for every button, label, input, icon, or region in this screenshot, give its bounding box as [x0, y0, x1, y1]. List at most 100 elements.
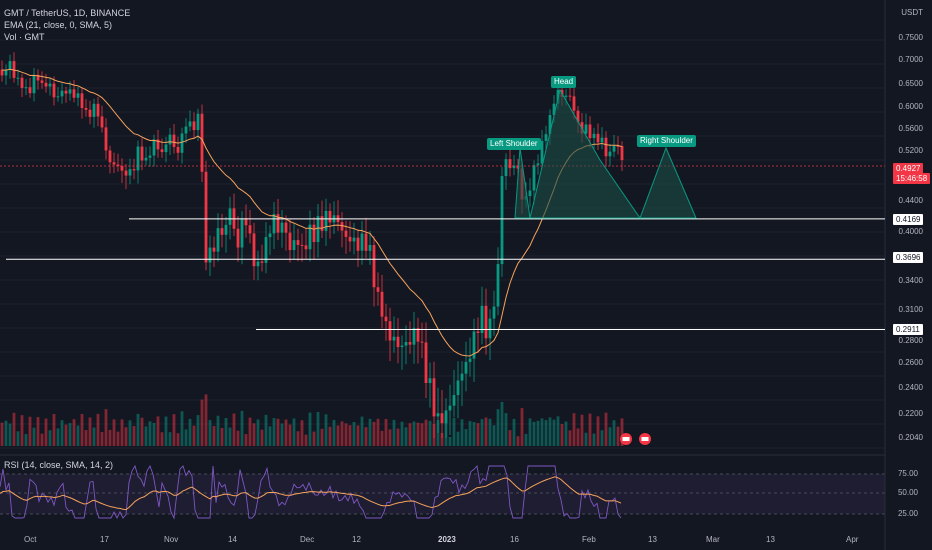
candle-body: [360, 233, 364, 251]
volume-bar: [560, 424, 564, 446]
volume-bar: [292, 418, 296, 446]
volume-bar: [396, 428, 400, 446]
volume-bar: [168, 432, 172, 446]
candle-body: [268, 233, 272, 238]
rsi-tick-label: 75.00: [897, 469, 918, 478]
candle-body: [544, 134, 548, 141]
volume-bar: [584, 432, 588, 446]
volume-bar: [0, 422, 4, 446]
currency-label: USDT: [901, 8, 923, 17]
candle-body: [404, 342, 408, 346]
time-tick-label: Dec: [300, 535, 315, 544]
candle-body: [572, 96, 576, 111]
candle-body: [96, 103, 100, 117]
volume-bar: [56, 428, 60, 446]
volume-bar: [232, 413, 236, 446]
candle-body: [28, 87, 32, 94]
candle-body: [172, 134, 176, 147]
ema-legend[interactable]: EMA (21, close, 0, SMA, 5): [4, 20, 113, 30]
price-tick-label: 0.5600: [898, 124, 923, 133]
volume-bar: [72, 419, 76, 446]
volume-bar: [540, 418, 544, 446]
volume-bar: [300, 420, 304, 446]
volume-bar: [356, 425, 360, 446]
head-shoulders-pattern: [514, 88, 697, 220]
candle-body: [512, 165, 516, 169]
candle-body: [280, 222, 284, 233]
volume-bar: [364, 427, 368, 446]
volume-legend[interactable]: Vol · GMT: [4, 32, 45, 42]
candle-body: [492, 306, 496, 319]
candle-body: [68, 89, 72, 94]
candle-body: [488, 318, 492, 339]
candle-body: [348, 236, 352, 242]
volume-bar: [316, 411, 320, 446]
volume-bar: [312, 431, 316, 446]
candle-body: [8, 61, 12, 71]
price-tick-label: 0.3400: [898, 276, 923, 285]
price-tick-label: 0.7500: [898, 33, 923, 42]
candle-body: [260, 261, 264, 263]
volume-bar: [4, 420, 8, 446]
volume-bar: [324, 414, 328, 446]
volume-bar: [176, 433, 180, 446]
countdown-tag: 15:46:58: [893, 173, 931, 184]
volume-bar: [220, 427, 224, 446]
candle-body: [160, 149, 164, 153]
volume-bar: [400, 421, 404, 446]
candle-body: [364, 233, 368, 251]
candle-body: [168, 134, 172, 145]
time-tick-label: 13: [766, 535, 775, 544]
volume-bar: [504, 413, 508, 446]
candle-body: [176, 146, 180, 153]
volume-bar: [228, 427, 232, 446]
head-label[interactable]: Head: [551, 76, 577, 88]
volume-bar: [80, 413, 84, 446]
candle-body: [296, 240, 300, 245]
candle-body: [152, 139, 156, 156]
volume-bar: [352, 422, 356, 446]
volume-bar: [512, 418, 516, 446]
candle-body: [308, 224, 312, 250]
volume-bar: [104, 409, 108, 446]
volume-bar: [344, 423, 348, 446]
candle-body: [140, 146, 144, 161]
rsi-legend[interactable]: RSI (14, close, SMA, 14, 2): [4, 460, 114, 470]
candle-body: [256, 261, 260, 267]
volume-bar: [304, 434, 308, 446]
candle-body: [84, 108, 88, 110]
volume-bar: [332, 419, 336, 446]
price-tick-label: 0.4400: [898, 196, 923, 205]
candle-body: [356, 237, 360, 251]
left-shoulder-label[interactable]: Left Shoulder: [487, 138, 541, 150]
time-tick-label: 17: [100, 535, 109, 544]
candle-body: [620, 145, 624, 161]
volume-bar: [404, 427, 408, 446]
candle-body: [460, 373, 464, 381]
price-tick-label: 0.2800: [898, 336, 923, 345]
candle-body: [528, 190, 532, 197]
volume-bar: [164, 416, 168, 446]
volume-bar: [172, 414, 176, 446]
volume-bar: [412, 421, 416, 446]
candle-body: [212, 247, 216, 252]
volume-bar: [388, 429, 392, 446]
candle-body: [300, 244, 304, 246]
right-shoulder-label[interactable]: Right Shoulder: [637, 135, 696, 147]
volume-bar: [192, 425, 196, 446]
candle-body: [224, 224, 228, 235]
volume-bar: [588, 413, 592, 446]
volume-bar: [472, 422, 476, 446]
symbol-legend[interactable]: GMT / TetherUS, 1D, BINANCE: [4, 8, 131, 18]
candle-body: [604, 137, 608, 157]
candle-body: [248, 225, 252, 234]
time-tick-label: 2023: [438, 535, 456, 544]
volume-bar: [212, 426, 216, 446]
candle-body: [540, 140, 544, 164]
volume-bar: [384, 418, 388, 446]
candle-body: [164, 144, 168, 153]
time-tick-label: 12: [352, 535, 361, 544]
rsi-tick-label: 50.00: [897, 488, 918, 497]
time-tick-label: Oct: [24, 535, 37, 544]
